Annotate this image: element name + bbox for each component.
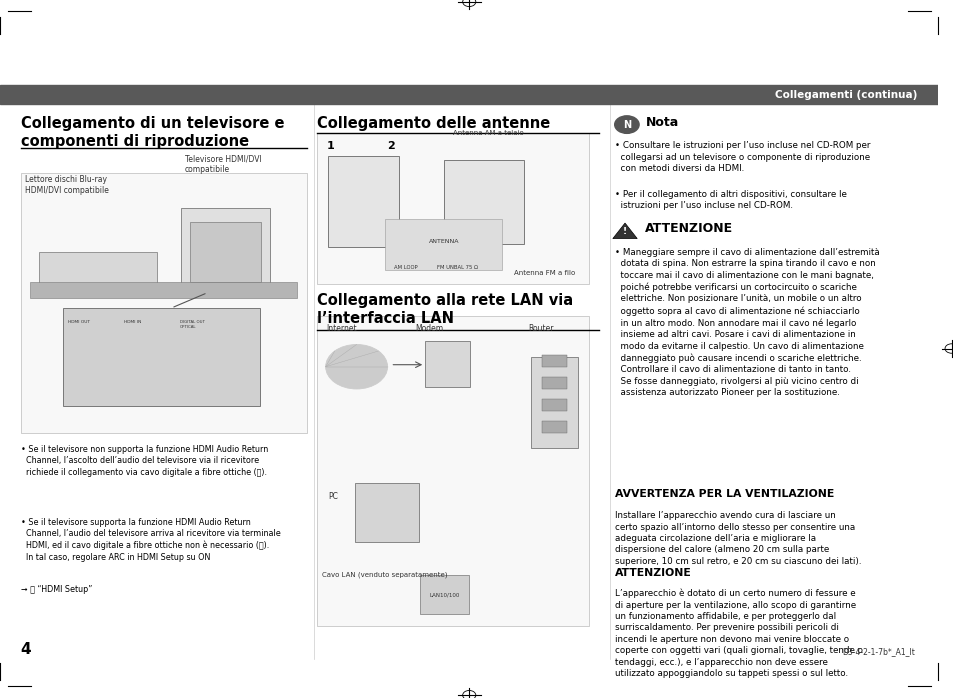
Bar	[420, 575, 469, 614]
Bar	[190, 222, 260, 283]
Circle shape	[325, 345, 387, 389]
Text: Router: Router	[528, 325, 554, 333]
Bar	[443, 160, 523, 244]
Bar	[316, 316, 589, 626]
Text: • Consultare le istruzioni per l’uso incluse nel CD-ROM per
  collegarsi ad un t: • Consultare le istruzioni per l’uso inc…	[614, 142, 869, 173]
Text: PC: PC	[328, 491, 338, 500]
Text: 4: 4	[21, 642, 31, 658]
Text: Collegamenti (continua): Collegamenti (continua)	[775, 90, 917, 100]
Text: ATTENZIONE: ATTENZIONE	[644, 223, 732, 235]
Bar	[384, 219, 501, 269]
Text: FM UNBAL 75 Ω: FM UNBAL 75 Ω	[436, 265, 477, 269]
Text: Televisore HDMI/DVI
compatibile: Televisore HDMI/DVI compatibile	[185, 155, 261, 174]
Text: • Per il collegamento di altri dispositivi, consultare le
  istruzioni per l’uso: • Per il collegamento di altri dispositi…	[614, 190, 845, 211]
Text: Collegamento di un televisore e
componenti di riproduzione: Collegamento di un televisore e componen…	[21, 116, 284, 149]
Bar	[21, 173, 307, 433]
Text: Cavo LAN (venduto separatamente): Cavo LAN (venduto separatamente)	[321, 571, 447, 577]
Text: • Maneggiare sempre il cavo di alimentazione dall’estremità
  dotata di spina. N: • Maneggiare sempre il cavo di alimentaz…	[614, 248, 879, 397]
Text: N: N	[622, 119, 630, 130]
Text: LAN10/100: LAN10/100	[429, 592, 459, 597]
Text: Nota: Nota	[645, 116, 679, 129]
Bar	[39, 253, 156, 285]
Bar	[316, 133, 589, 285]
Bar	[542, 355, 566, 366]
Text: !: !	[622, 228, 626, 237]
Text: D3-4-2-1-7b*_A1_It: D3-4-2-1-7b*_A1_It	[841, 646, 914, 655]
Text: • Se il televisore supporta la funzione HDMI Audio Return
  Channel, l’audio del: • Se il televisore supporta la funzione …	[21, 518, 280, 562]
Text: AM LOOP: AM LOOP	[394, 265, 417, 269]
Bar	[542, 377, 566, 389]
Text: Antenna AM a telaio: Antenna AM a telaio	[453, 130, 523, 136]
Bar	[63, 308, 259, 406]
Text: L’apparecchio è dotato di un certo numero di fessure e
di aperture per la ventil: L’apparecchio è dotato di un certo numer…	[614, 588, 862, 678]
Text: Antenna FM a filo: Antenna FM a filo	[514, 270, 575, 276]
Text: HDMI IN: HDMI IN	[124, 320, 141, 324]
Text: ➞ Ⓒ “HDMI Setup”: ➞ Ⓒ “HDMI Setup”	[21, 585, 91, 594]
Polygon shape	[612, 223, 637, 239]
Bar	[0, 85, 938, 105]
Text: Modem: Modem	[416, 325, 443, 333]
Text: ATTENZIONE: ATTENZIONE	[614, 568, 691, 579]
Bar	[425, 341, 470, 387]
Bar	[30, 282, 297, 298]
Text: Collegamento alla rete LAN via
l’interfaccia LAN: Collegamento alla rete LAN via l’interfa…	[316, 292, 573, 326]
Text: HDMI OUT: HDMI OUT	[68, 320, 90, 324]
Circle shape	[614, 116, 639, 133]
Bar	[542, 422, 566, 433]
Text: Collegamento delle antenne: Collegamento delle antenne	[316, 116, 550, 131]
Bar	[531, 357, 578, 447]
Bar	[542, 399, 566, 411]
Text: Installare l’apparecchio avendo cura di lasciare un
certo spazio all’intorno del: Installare l’apparecchio avendo cura di …	[614, 511, 861, 566]
Text: 1: 1	[326, 141, 334, 151]
Text: • Se il televisore non supporta la funzione HDMI Audio Return
  Channel, l’ascol: • Se il televisore non supporta la funzi…	[21, 445, 268, 477]
Text: AVVERTENZA PER LA VENTILAZIONE: AVVERTENZA PER LA VENTILAZIONE	[614, 489, 833, 499]
Text: ANTENNA: ANTENNA	[428, 239, 458, 244]
Bar	[328, 156, 398, 247]
Bar	[181, 208, 270, 292]
Text: 2: 2	[387, 141, 395, 151]
Bar	[355, 483, 418, 542]
Text: Internet: Internet	[326, 325, 356, 333]
Text: Lettore dischi Blu-ray
HDMI/DVI compatibile: Lettore dischi Blu-ray HDMI/DVI compatib…	[26, 175, 109, 195]
Text: DIGITAL OUT
OPTICAL: DIGITAL OUT OPTICAL	[180, 320, 205, 329]
